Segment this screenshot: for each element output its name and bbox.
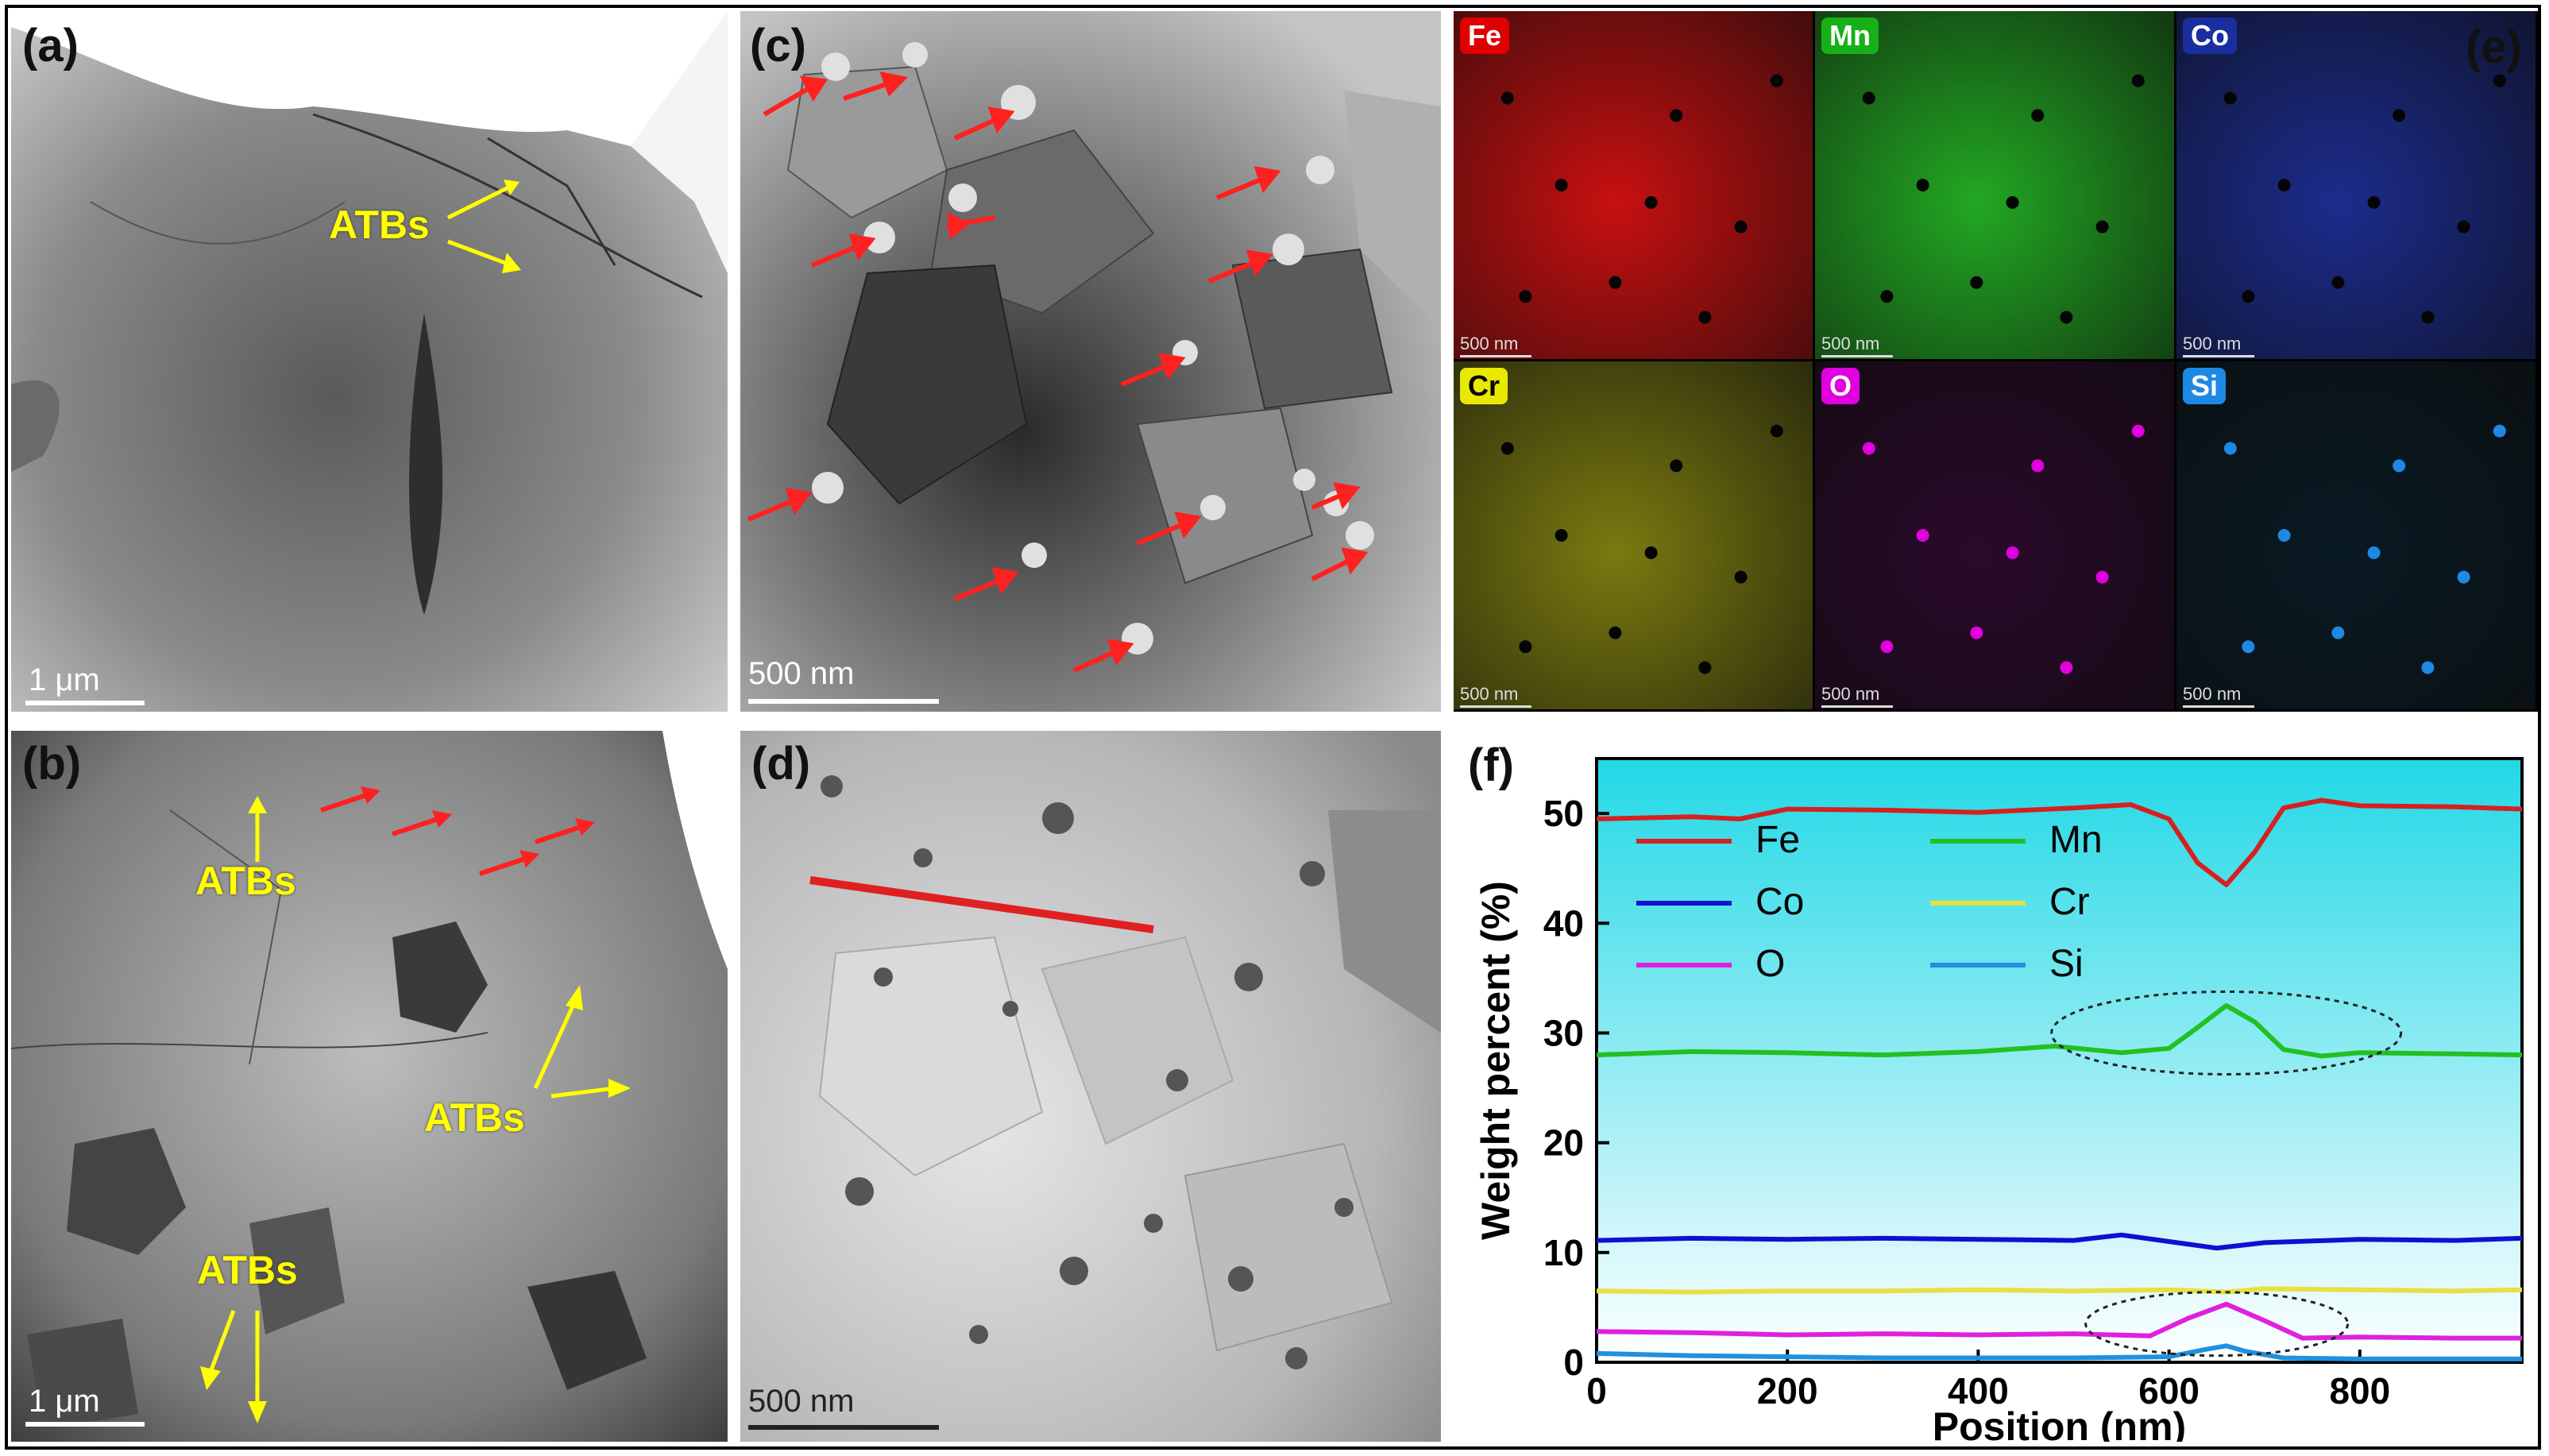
eds-map-scale-bar-si	[2183, 705, 2254, 708]
panel-d-image	[740, 731, 1441, 1442]
panel-c-label: (c)	[750, 20, 806, 71]
eds-map-scale-co: 500 nm	[2183, 334, 2242, 353]
legend-label-co: Co	[1755, 881, 1804, 923]
x-tick-label: 200	[1757, 1370, 1818, 1412]
panel-b-scale-label: 1 μm	[29, 1384, 100, 1419]
panel-d-label: (d)	[751, 738, 811, 790]
panel-d-scale-bar	[748, 1425, 939, 1430]
eds-map-scale-bar-cr	[1460, 705, 1531, 708]
panel-c-red-arrows	[747, 71, 1369, 673]
mn-peak-highlight	[2050, 990, 2403, 1076]
panel-b-scale-bar	[25, 1422, 145, 1427]
panel-b-label: (b)	[22, 738, 82, 790]
series-line-cr	[1596, 1286, 2523, 1295]
eds-map-scale-o: 500 nm	[1821, 684, 1880, 704]
eds-map-label-cr: Cr	[1460, 368, 1508, 404]
panel-e-eds-maps: Fe 500 nm Mn 500 nm Co 500 nm Cr 500 nm O 500 nm S…	[1454, 11, 2538, 712]
eds-map-mn: Mn 500 nm	[1815, 11, 2174, 359]
panel-d-scale-label: 500 nm	[748, 1384, 855, 1419]
series-line-mn	[1596, 1002, 2523, 1059]
x-tick-label: 800	[2329, 1370, 2390, 1412]
panel-b-image	[11, 731, 728, 1442]
panel-c-micrograph: (c) 500 nm	[740, 11, 1441, 712]
panel-a-atb-arrows	[446, 180, 521, 273]
eds-map-label-si: Si	[2183, 368, 2227, 404]
legend-label-o: O	[1755, 943, 1785, 985]
panel-b-atbs-annotation-1: ATBs	[195, 859, 296, 903]
panel-b-atb-arrows-3	[200, 1310, 267, 1423]
eds-map-scale-cr: 500 nm	[1460, 684, 1519, 704]
panel-c-image	[740, 11, 1441, 712]
y-tick-label: 40	[1543, 902, 1584, 944]
eds-map-scale-bar-o	[1821, 705, 1893, 708]
panel-f-label: (f)	[1468, 740, 1514, 791]
eds-map-scale-bar-mn	[1821, 355, 1893, 357]
panel-a-scale-bar	[25, 701, 145, 705]
y-tick-label: 30	[1543, 1012, 1584, 1053]
plot-frame	[1595, 757, 2524, 1364]
panel-b-atbs-annotation-2: ATBs	[424, 1095, 525, 1140]
panel-b-atb-arrows-2	[533, 985, 631, 1099]
panel-a-scale-label: 1 μm	[29, 662, 100, 697]
eds-map-fe: Fe 500 nm	[1454, 11, 1813, 359]
eds-map-label-mn: Mn	[1821, 17, 1879, 54]
panel-d-line-scan	[809, 876, 1154, 933]
eds-map-co: Co 500 nm	[2176, 11, 2535, 359]
legend-label-mn: Mn	[2049, 819, 2103, 861]
panel-e-label: (e)	[2466, 21, 2522, 73]
legend-label-si: Si	[2049, 943, 2084, 985]
panel-a-label: (a)	[22, 20, 79, 71]
series-line-si	[1596, 1343, 2522, 1361]
eds-map-scale-bar-fe	[1460, 355, 1531, 357]
panel-c-scale-label: 500 nm	[748, 656, 855, 691]
eds-map-cr: Cr 500 nm	[1454, 361, 1813, 709]
series-line-o	[1596, 1301, 2522, 1341]
x-tick-label: 600	[2138, 1370, 2199, 1412]
panel-a-micrograph: (a) ATBs 1 μm	[11, 11, 728, 712]
panel-c-scale-bar	[748, 699, 939, 704]
panel-b-atb-arrow-1	[248, 796, 267, 862]
eds-map-scale-si: 500 nm	[2183, 684, 2242, 704]
x-axis-label: Position (nm)	[1933, 1404, 2186, 1442]
x-tick-label: 0	[1586, 1370, 1607, 1412]
panel-f-line-profile: 0 10 20 30 40 50 0 200 400 600 800 Position (nm) Wei…	[1454, 731, 2538, 1442]
y-tick-label: 20	[1543, 1122, 1584, 1164]
series-line-fe	[1596, 798, 2523, 887]
legend-label-cr: Cr	[2049, 881, 2090, 923]
line-profile-chart: 0 10 20 30 40 50 0 200 400 600 800 Position (nm) Wei…	[1473, 757, 2524, 1442]
panel-d-micrograph: (d) 500 nm	[740, 731, 1441, 1442]
eds-map-scale-mn: 500 nm	[1821, 334, 1880, 353]
eds-map-scale-bar-co	[2183, 355, 2254, 357]
y-tick-label: 10	[1543, 1232, 1584, 1273]
plot-area	[1597, 759, 2522, 1362]
eds-map-label-co: Co	[2183, 17, 2237, 54]
panel-b-atbs-annotation-3: ATBs	[197, 1248, 298, 1292]
panel-a-atbs-annotation: ATBs	[329, 203, 430, 247]
panel-b-red-arrows	[320, 786, 595, 876]
o-si-peak-highlight	[2084, 1291, 2350, 1358]
y-axis-label: Weight percent (%)	[1473, 881, 1518, 1240]
y-tick-label: 0	[1563, 1342, 1584, 1383]
eds-map-label-fe: Fe	[1460, 17, 1510, 54]
x-tick-label: 400	[1948, 1370, 2009, 1412]
eds-map-si: Si 500 nm	[2176, 361, 2535, 709]
eds-map-o: O 500 nm	[1815, 361, 2174, 709]
series-line-co	[1596, 1232, 2523, 1251]
panel-b-micrograph: (b) ATBs ATBs ATBs 1 μm	[11, 731, 728, 1442]
eds-map-label-o: O	[1821, 368, 1860, 404]
panel-a-image	[11, 11, 728, 712]
y-tick-label: 50	[1543, 793, 1584, 834]
legend-label-fe: Fe	[1755, 819, 1800, 861]
eds-map-scale-fe: 500 nm	[1460, 334, 1519, 353]
